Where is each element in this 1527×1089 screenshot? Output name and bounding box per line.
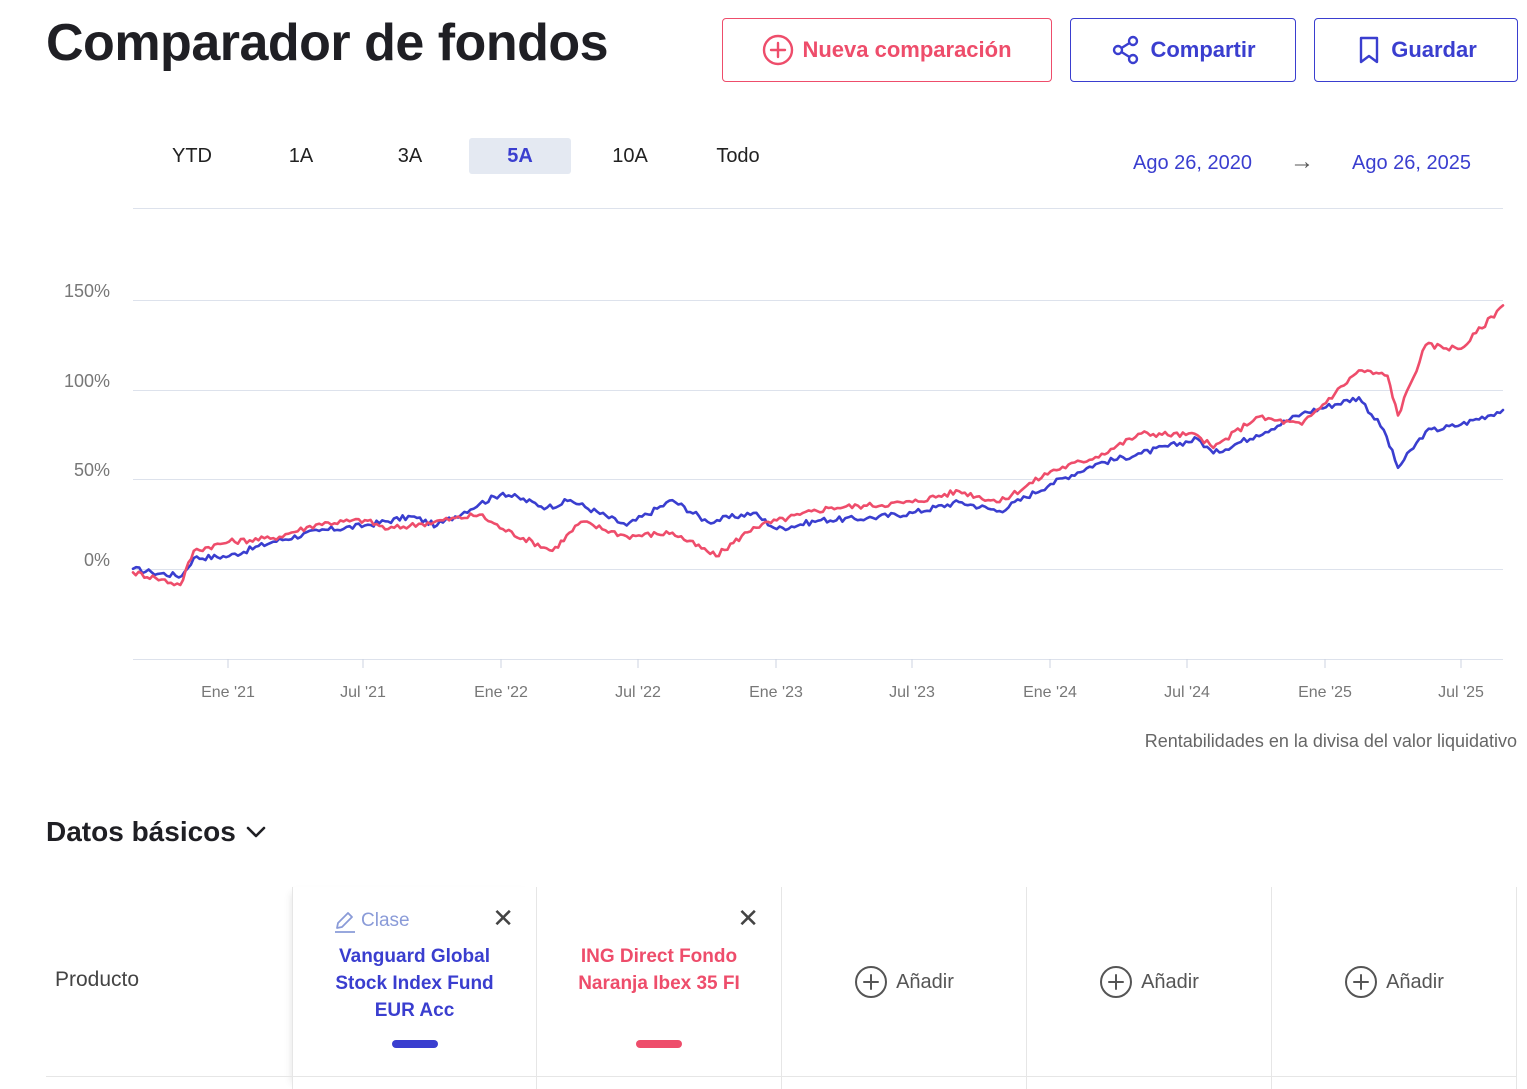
basics-title: Datos básicos (46, 816, 236, 847)
product-name-link[interactable]: Vanguard Global Stock Index Fund EUR Acc (335, 946, 494, 1021)
remove-product-button[interactable]: ✕ (492, 903, 514, 933)
range-tab-10a[interactable]: 10A (612, 145, 648, 167)
range-tab-3a[interactable]: 3A (397, 145, 423, 167)
plus-circle-icon (1345, 966, 1378, 998)
add-product-label: Añadir (896, 970, 954, 993)
class-selector[interactable]: Clase (333, 909, 410, 933)
add-product-label: Añadir (1141, 970, 1199, 993)
start-date[interactable]: Ago 26, 2020 (1133, 152, 1252, 174)
y-tick-label: 0% (84, 550, 110, 570)
x-tick-label: Jul '21 (340, 684, 386, 701)
series-color-swatch (636, 1040, 682, 1048)
range-tab-todo[interactable]: Todo (716, 145, 760, 167)
y-tick-label: 50% (74, 460, 110, 480)
share-icon (1113, 35, 1139, 65)
chevron-down-icon (246, 826, 266, 838)
class-label: Clase (361, 910, 410, 931)
x-tick-label: Ene '22 (474, 684, 528, 701)
x-tick-label: Ene '23 (749, 684, 803, 701)
product-column-3: Añadir (782, 887, 1027, 1089)
new-comparison-button[interactable]: Nueva comparación (722, 18, 1052, 82)
remove-product-button[interactable]: ✕ (737, 903, 759, 933)
plus-circle-icon (1100, 966, 1133, 998)
share-label: Compartir (1150, 37, 1256, 62)
x-tick-label: Ene '25 (1298, 684, 1352, 701)
series-line-ing-ibex (131, 304, 1505, 587)
product-column-5: Añadir (1272, 887, 1517, 1089)
share-button[interactable]: Compartir (1070, 18, 1296, 82)
add-product-button[interactable]: Añadir (1027, 965, 1271, 999)
bookmark-icon (1360, 36, 1379, 64)
page-title: Comparador de fondos (46, 14, 609, 72)
end-date[interactable]: Ago 26, 2025 (1352, 152, 1471, 174)
save-label: Guardar (1391, 37, 1477, 62)
y-tick-label: 100% (64, 371, 110, 391)
product-column-2: ✕ ING Direct Fondo Naranja Ibex 35 FI (537, 887, 782, 1089)
x-tick-label: Ene '21 (201, 684, 255, 701)
performance-chart: 150% 100% 50% 0% Ene '21 Jul '21 Ene '22… (64, 208, 1505, 701)
y-tick-label: 150% (64, 281, 110, 301)
x-tick-label: Jul '22 (615, 684, 661, 701)
arrow-right-icon: → (1290, 148, 1314, 175)
x-tick-label: Jul '25 (1438, 684, 1484, 701)
x-tick-label: Ene '24 (1023, 684, 1077, 701)
table-bottom-border (46, 1076, 1517, 1077)
basics-section-toggle[interactable]: Datos básicos (46, 816, 268, 848)
add-product-label: Añadir (1386, 970, 1444, 993)
range-tab-5a[interactable]: 5A (469, 138, 571, 174)
plus-circle-icon (763, 34, 794, 66)
add-product-button[interactable]: Añadir (1272, 965, 1516, 999)
save-button[interactable]: Guardar (1314, 18, 1518, 82)
pencil-icon (335, 912, 355, 933)
series-color-swatch (392, 1040, 438, 1048)
new-comparison-label: Nueva comparación (802, 37, 1012, 62)
chart-currency-note: Rentabilidades en la divisa del valor li… (1144, 731, 1517, 751)
product-name-link[interactable]: ING Direct Fondo Naranja Ibex 35 FI (578, 946, 740, 994)
x-tick-label: Jul '23 (889, 684, 935, 701)
range-tab-1a[interactable]: 1A (288, 145, 314, 167)
product-row-label: Producto (55, 968, 140, 991)
range-tab-ytd[interactable]: YTD (172, 145, 212, 167)
series-line-vanguard (131, 396, 1505, 579)
add-product-button[interactable]: Añadir (782, 965, 1026, 999)
product-column-1: Clase ✕ Vanguard Global Stock Index Fund… (292, 887, 537, 1089)
x-tick-label: Jul '24 (1164, 684, 1210, 701)
x-axis-ticks (227, 659, 1462, 668)
plus-circle-icon (855, 966, 888, 998)
product-column-4: Añadir (1027, 887, 1272, 1089)
